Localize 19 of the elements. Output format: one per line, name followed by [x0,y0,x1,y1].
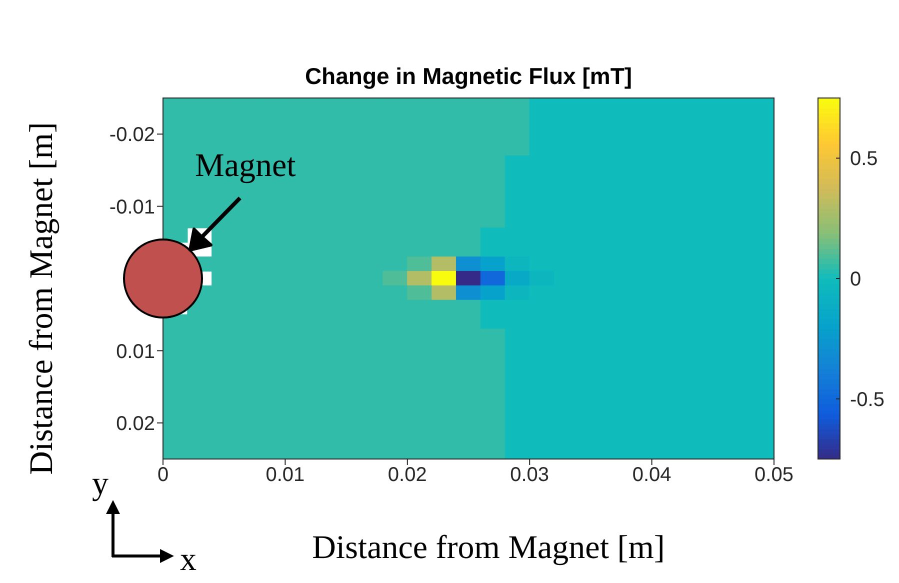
x-tick-label: 0.01 [266,464,305,486]
color-bar-label: -0.5 [850,388,884,411]
x-tick-label: 0.02 [388,464,427,486]
x-tick-label: 0.03 [510,464,550,486]
x-tick-label: 0.05 [754,464,794,486]
annotation: Magnet [195,148,296,184]
text: x [180,542,197,578]
color-bar-label: 0.5 [850,148,878,170]
x-axis-title: Distance from Magnet [m] [312,530,665,566]
y-tick-label: 0.02 [116,413,155,435]
color-bar-label: 0 [850,268,862,290]
y-tick-label: -0.02 [109,124,155,146]
chart-title: Change in Magnetic Flux [mT] [304,63,632,89]
y-tick-label: 0.01 [116,340,155,363]
x-tick-label: 0.04 [632,464,672,486]
text: y [92,466,109,502]
y-tick-label: -0.01 [109,196,155,218]
x-tick-label: 0 [157,464,169,486]
y-axis-title: Distance from Magnet [m] [24,122,60,475]
